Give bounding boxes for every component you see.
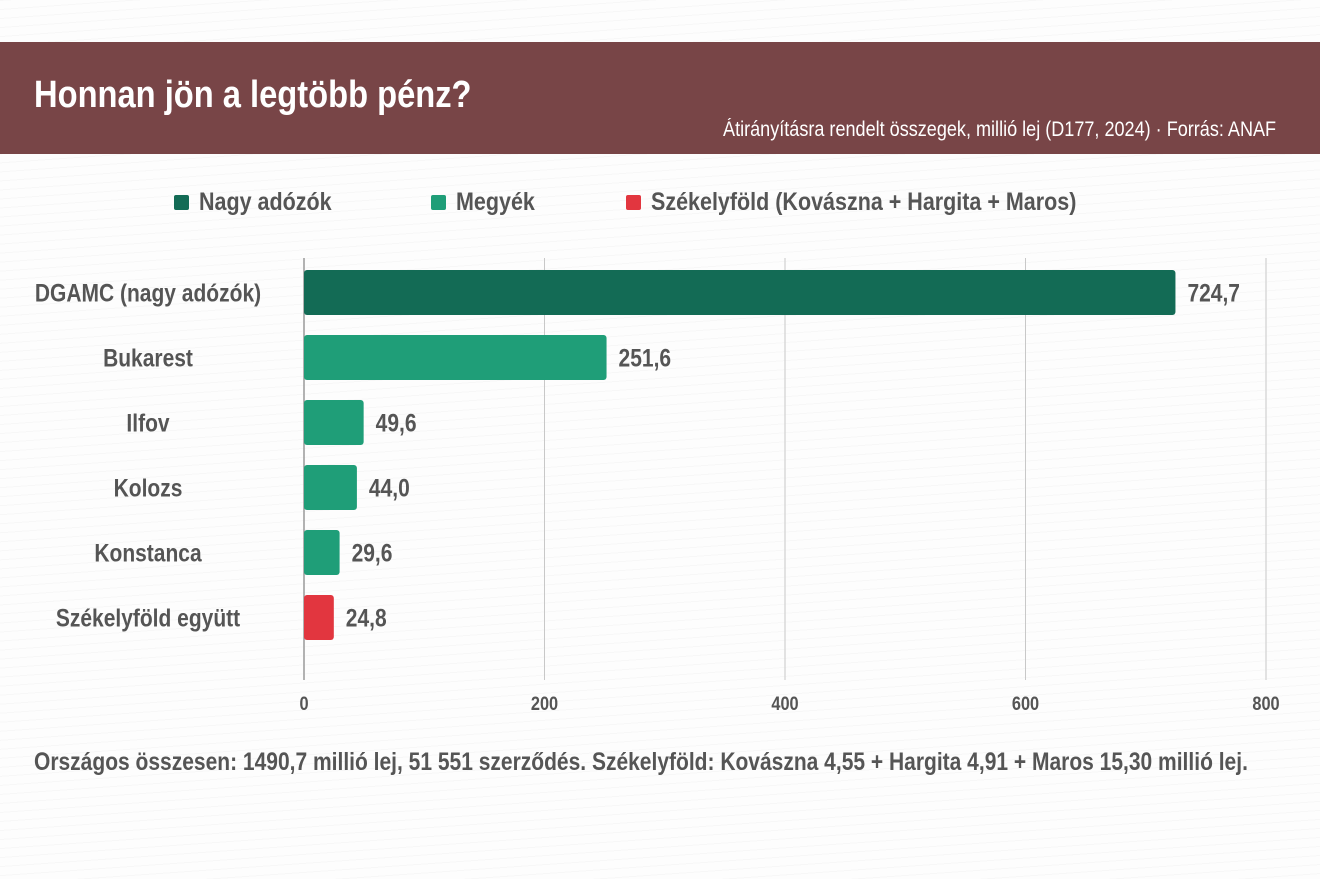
value-label: 29,6 <box>352 539 393 567</box>
legend-label: Megyék <box>456 187 536 216</box>
value-label: 49,6 <box>376 409 417 437</box>
x-tick-label: 800 <box>1252 693 1279 714</box>
x-tick-label: 0 <box>299 693 308 714</box>
chart-subtitle: Átirányításra rendelt összegek, millió l… <box>722 118 1276 141</box>
chart-title: Honnan jön a legtöbb pénz? <box>34 74 472 116</box>
x-tick-label: 400 <box>771 693 798 714</box>
x-tick-label: 200 <box>531 693 558 714</box>
bar <box>304 595 334 640</box>
bar <box>304 270 1176 315</box>
value-label: 44,0 <box>369 474 410 502</box>
bar <box>304 465 357 510</box>
category-label: Konstanca <box>94 539 201 567</box>
legend-label: Székelyföld (Kovászna + Hargita + Maros) <box>651 187 1077 216</box>
value-label: 724,7 <box>1187 279 1240 307</box>
legend-label: Nagy adózók <box>199 187 332 216</box>
legend-item-megyek: Megyék <box>431 188 548 217</box>
category-label: Ilfov <box>126 409 169 437</box>
legend-swatch <box>626 194 642 210</box>
category-label: Kolozs <box>114 474 183 502</box>
footnote: Országos összesen: 1490,7 millió lej, 51… <box>34 748 1248 776</box>
legend: Nagy adózók Megyék Székelyföld (Kovászna… <box>0 182 1320 222</box>
bar <box>304 530 340 575</box>
category-label: DGAMC (nagy adózók) <box>35 279 261 307</box>
category-label: Székelyföld együtt <box>56 604 241 632</box>
category-label: Bukarest <box>103 344 193 372</box>
legend-swatch <box>174 194 190 210</box>
legend-item-nagy-adozok: Nagy adózók <box>174 188 353 217</box>
bar <box>304 400 364 445</box>
legend-swatch <box>431 194 447 210</box>
x-tick-label: 600 <box>1012 693 1039 714</box>
header-banner: Honnan jön a legtöbb pénz? Átirányításra… <box>0 42 1320 154</box>
value-label: 251,6 <box>619 344 672 372</box>
bar <box>304 335 607 380</box>
value-label: 24,8 <box>346 604 387 632</box>
legend-item-szekelyfold: Székelyföld (Kovászna + Hargita + Maros) <box>626 188 1146 217</box>
